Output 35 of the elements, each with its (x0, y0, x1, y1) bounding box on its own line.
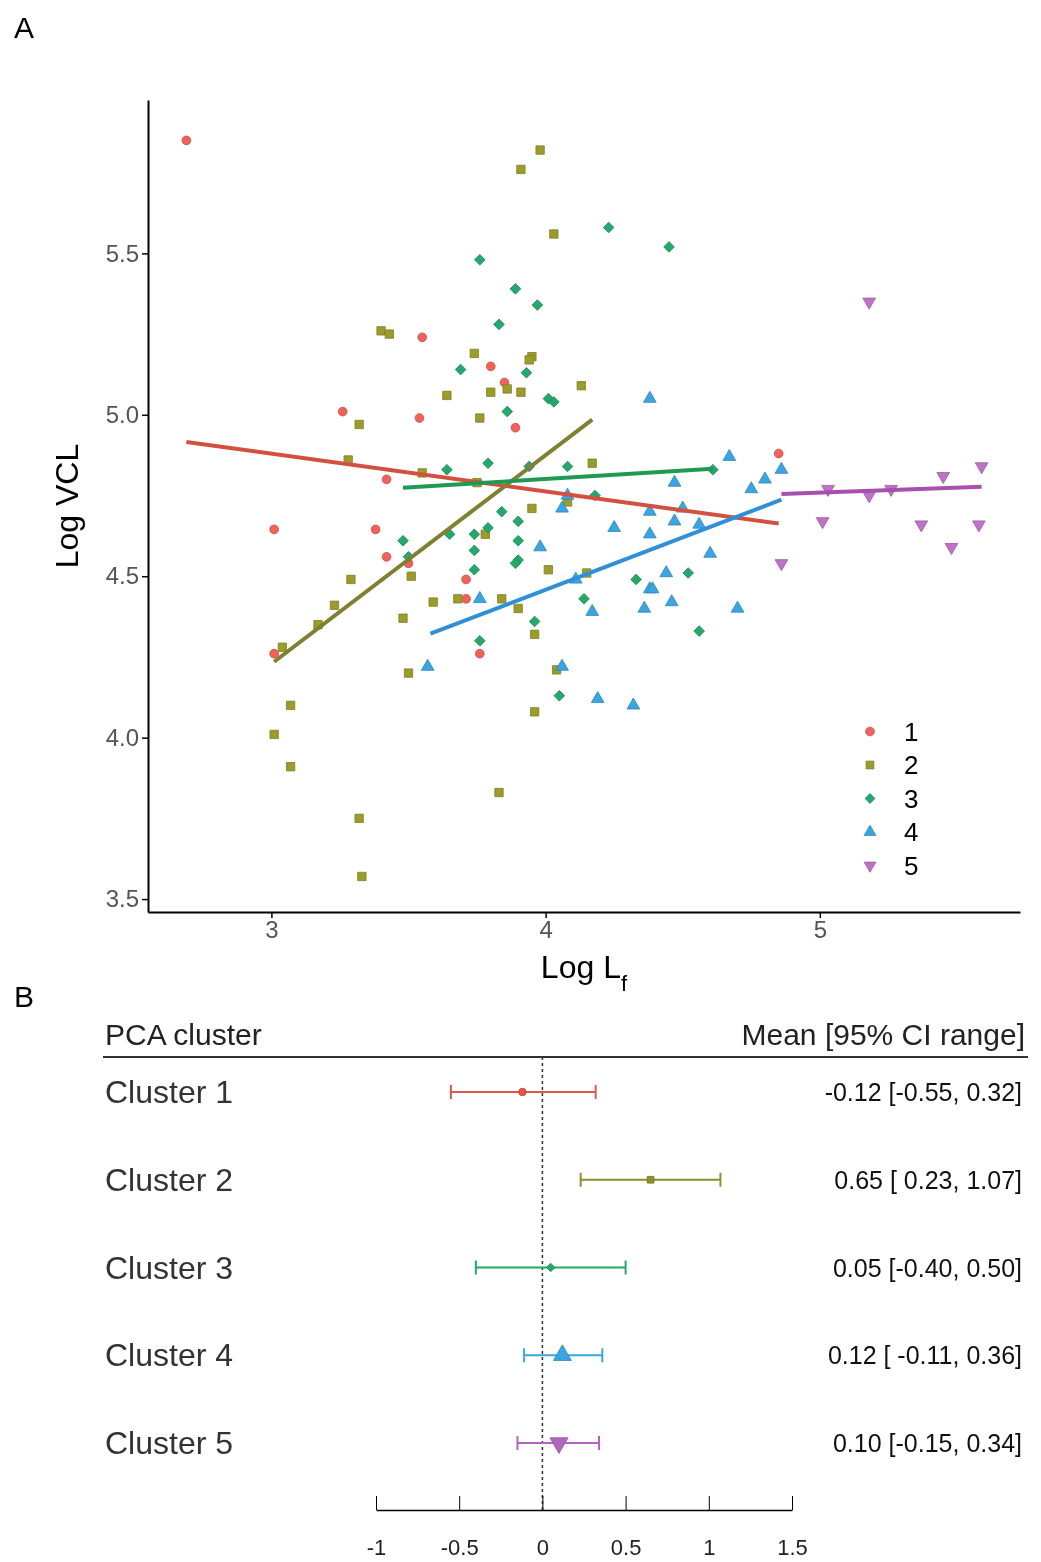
x-tick-label: 4 (539, 916, 553, 944)
y-tick-label: 3.5 (105, 885, 139, 913)
text: -0.12 [-0.55, 0.32] (824, 1078, 1022, 1106)
y-tick-label: Cluster 5 (105, 1425, 234, 1461)
x-tick-label: -0.5 (440, 1534, 479, 1560)
chart-title: A (14, 11, 35, 44)
y-axis-title: Log VCL (49, 443, 85, 569)
y-tick-label: Cluster 3 (105, 1249, 234, 1286)
x-tick-label: 5 (813, 916, 827, 944)
y-tick-label: 5.5 (105, 239, 139, 267)
text: 0.05 [-0.40, 0.50] (832, 1253, 1022, 1282)
y-axis-title: PCA cluster (105, 1018, 262, 1051)
text: 0.12 [ -0.11, 0.36] (827, 1341, 1022, 1370)
x-tick-label: 0 (536, 1534, 550, 1560)
y-tick-label: Cluster 4 (105, 1337, 234, 1374)
y-tick-label: 4.5 (105, 562, 139, 590)
text: B (14, 980, 35, 1013)
text: 0.65 [ 0.23, 1.07] (834, 1165, 1022, 1194)
legend-label: 2 (904, 750, 919, 780)
x-tick-label: 1.5 (777, 1534, 808, 1560)
x-tick-label: -1 (366, 1534, 387, 1560)
text: 0.10 [-0.15, 0.34] (832, 1429, 1022, 1457)
legend-label: 1 (904, 716, 919, 747)
x-tick-label: 1 (703, 1534, 716, 1560)
y-tick-label: Cluster 1 (105, 1074, 234, 1110)
y-tick-label: 4.0 (105, 723, 139, 751)
x-tick-label: 0.5 (610, 1534, 642, 1560)
x-axis-title: Log L$_{f}$ (540, 949, 628, 996)
legend-label: 3 (904, 783, 919, 814)
legend-label: 4 (904, 817, 919, 847)
text: Mean [95% CI range] (741, 1018, 1025, 1051)
legend-label: 5 (904, 850, 919, 881)
y-tick-label: 5.0 (105, 400, 139, 428)
x-tick-label: 3 (265, 916, 279, 944)
y-tick-label: Cluster 2 (105, 1161, 234, 1198)
